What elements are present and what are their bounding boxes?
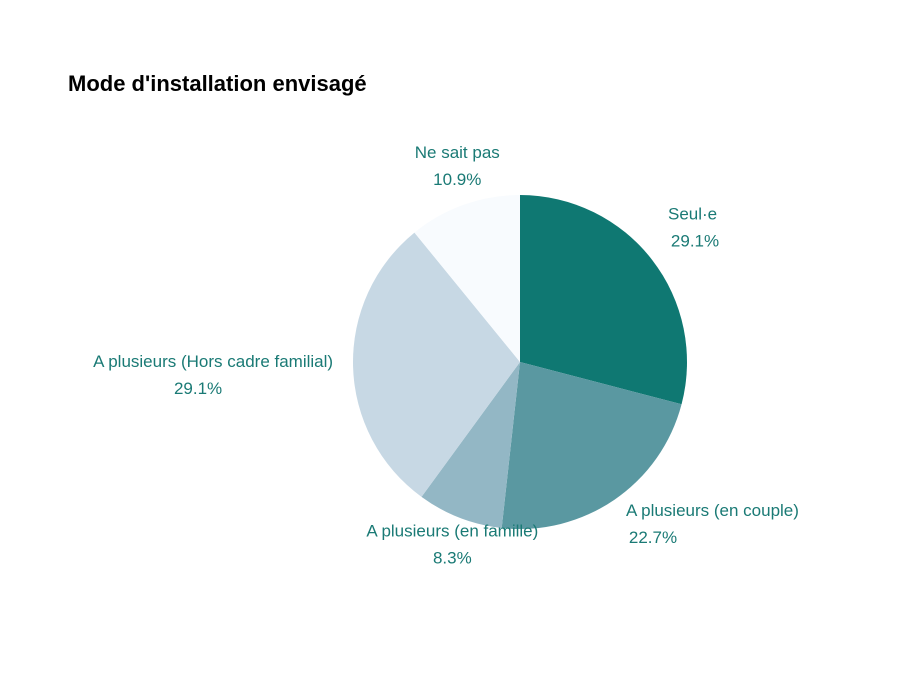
pie-slice bbox=[353, 232, 520, 497]
slice-label: A plusieurs (Hors cadre familial) bbox=[93, 352, 333, 371]
chart-title: Mode d'installation envisagé bbox=[68, 71, 367, 96]
pie-slice bbox=[520, 195, 688, 405]
slice-value: 10.9% bbox=[433, 170, 481, 189]
slice-value: 22.7% bbox=[629, 528, 677, 547]
pie-slice bbox=[501, 362, 682, 529]
slice-label: Seul·e bbox=[668, 205, 717, 224]
slice-value: 8.3% bbox=[433, 548, 472, 567]
slice-value: 29.1% bbox=[671, 232, 719, 251]
pie-slice bbox=[421, 362, 520, 528]
slice-label: A plusieurs (en couple) bbox=[626, 501, 799, 520]
slice-label: A plusieurs (en famille) bbox=[366, 521, 538, 540]
pie-slice bbox=[414, 195, 520, 362]
slice-value: 29.1% bbox=[174, 379, 222, 398]
slice-label: Ne sait pas bbox=[415, 143, 500, 162]
